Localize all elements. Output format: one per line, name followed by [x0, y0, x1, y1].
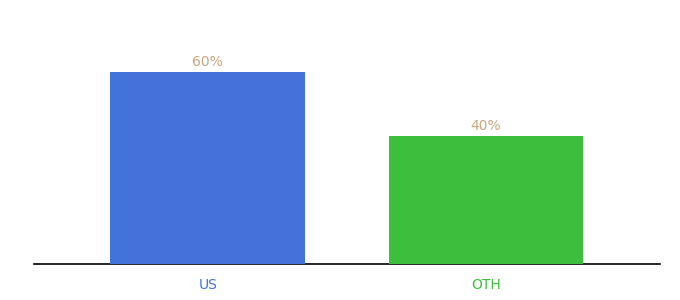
Bar [388, 136, 583, 264]
Text: 60%: 60% [192, 55, 223, 69]
Bar [110, 72, 305, 264]
Text: 40%: 40% [471, 119, 501, 133]
Text: US: US [199, 278, 217, 292]
Text: OTH: OTH [471, 278, 500, 292]
